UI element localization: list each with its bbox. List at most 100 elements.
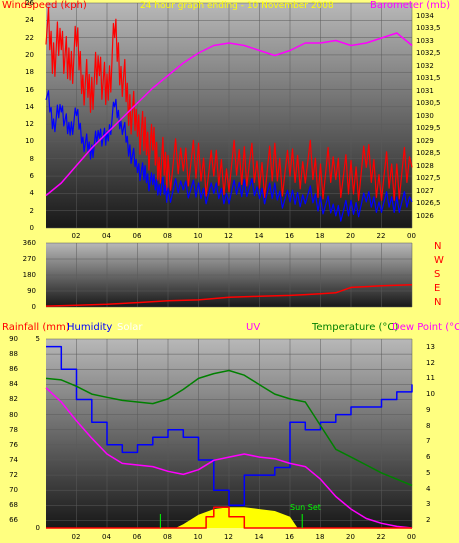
temperature-y-tick: 9 — [426, 405, 431, 414]
wind-x-tick: 12 — [224, 232, 233, 240]
barometer-y-tick: 1029,5 — [416, 124, 441, 132]
wind-x-tick: 02 — [71, 232, 81, 240]
temperature-y-tick: 13 — [426, 342, 435, 351]
rain-y-tick: 5 — [35, 335, 40, 343]
uv-legend-label: UV — [246, 322, 261, 333]
direction-y-tick: 270 — [22, 255, 36, 263]
wind-x-tick: 16 — [285, 232, 294, 240]
climate-x-tick: 14 — [254, 533, 264, 541]
humidity-y-tick: 88 — [9, 350, 18, 359]
wind-average-line — [45, 90, 413, 222]
barometer-y-tick: 1032 — [416, 61, 434, 70]
climate-x-tick: 08 — [163, 533, 172, 541]
wind-x-tick: 04 — [102, 232, 111, 240]
barometer-y-tick: 1033,5 — [416, 24, 441, 32]
humidity-y-tick: 86 — [9, 365, 18, 374]
barometer-y-tick: 1028 — [416, 161, 434, 170]
climate-x-tick: 12 — [224, 533, 233, 541]
humidity-y-tick: 90 — [9, 335, 18, 343]
wind-x-tick: 10 — [193, 232, 203, 240]
wind-y-tick: 6 — [29, 172, 34, 181]
barometer-y-tick: 1030,5 — [416, 99, 441, 107]
temperature-y-tick: 3 — [426, 500, 431, 509]
humidity-y-tick: 70 — [9, 486, 18, 495]
humidity-y-tick: 80 — [9, 410, 18, 419]
climate-x-tick: 06 — [132, 533, 142, 541]
barometer-axis-label: Barometer (mb) — [370, 0, 451, 11]
climate-x-tick: 00 — [407, 533, 416, 541]
temperature-y-tick: 8 — [426, 421, 431, 430]
wind-axis-label: Windspeed (kph) — [2, 0, 87, 11]
temperature-y-tick: 6 — [426, 453, 431, 462]
dew-point-line — [45, 387, 413, 529]
humidity-y-tick: 74 — [9, 455, 18, 464]
barometer-y-tick: 1033 — [416, 36, 434, 45]
wind-x-tick: 06 — [132, 232, 142, 240]
rain-y-tick: 0 — [35, 524, 40, 532]
temperature-axis-label: Temperature (°C) — [312, 322, 399, 333]
barometer-y-tick: 1026 — [416, 211, 434, 220]
climate-x-tick: 04 — [102, 533, 111, 541]
wind-y-tick: 0 — [29, 224, 34, 232]
dew-point-axis-label: Dew Point (°C) — [392, 322, 459, 333]
direction-y-tick: 360 — [22, 239, 36, 247]
wind-y-tick: 8 — [29, 154, 34, 163]
sunset-annotation: Sun Set — [290, 503, 321, 512]
barometer-line — [45, 32, 413, 197]
barometer-y-tick: 1034 — [416, 11, 434, 20]
wind-y-tick: 16 — [25, 85, 34, 94]
barometer-y-tick: 1031 — [416, 86, 434, 95]
wind-y-tick: 2 — [29, 206, 34, 215]
wind-y-tick: 20 — [25, 50, 34, 59]
wind-x-tick: 14 — [254, 232, 264, 240]
barometer-y-tick: 1027,5 — [416, 174, 441, 182]
humidity-y-tick: 72 — [9, 471, 18, 480]
climate-x-tick: 16 — [285, 533, 294, 541]
wind-y-tick: 10 — [25, 137, 34, 146]
wind-y-tick: 22 — [25, 33, 34, 42]
humidity-y-tick: 76 — [9, 440, 18, 449]
climate-x-tick: 20 — [346, 533, 355, 541]
climate-x-tick: 10 — [193, 533, 203, 541]
barometer-y-tick: 1029 — [416, 136, 434, 145]
humidity-y-tick: 66 — [9, 516, 18, 525]
climate-x-tick: 18 — [315, 533, 325, 541]
wind-direction-line — [45, 284, 413, 307]
chart-title: 24 hour graph ending - 10 November 2008 — [140, 1, 334, 11]
barometer-y-tick: 1026,5 — [416, 199, 441, 207]
wind-x-tick: 00 — [407, 232, 416, 240]
direction-y-tick: 90 — [27, 287, 36, 295]
solar-legend-label: Solar — [117, 322, 143, 333]
barometer-y-tick: 1027 — [416, 186, 434, 195]
temperature-y-tick: 11 — [426, 374, 435, 383]
temperature-y-tick: 12 — [426, 358, 435, 367]
direction-compass-label: N W S E N — [434, 241, 444, 308]
barometer-y-tick: 1030 — [416, 111, 434, 120]
humidity-axis-label: Humidity — [67, 322, 113, 333]
wind-y-tick: 14 — [25, 102, 34, 111]
humidity-y-tick: 78 — [9, 425, 18, 434]
temperature-y-tick: 5 — [426, 468, 431, 477]
wind-y-tick: 24 — [25, 16, 34, 25]
wind-x-tick: 20 — [346, 232, 355, 240]
rain-axis-label: Rainfall (mm) — [2, 322, 70, 333]
direction-y-tick: 180 — [22, 271, 36, 279]
barometer-y-tick: 1028,5 — [416, 149, 441, 157]
humidity-y-tick: 82 — [9, 395, 18, 404]
direction-y-tick: 0 — [31, 303, 36, 311]
barometer-y-tick: 1031,5 — [416, 74, 441, 82]
climate-x-tick: 22 — [376, 533, 386, 541]
wind-x-tick: 18 — [315, 232, 325, 240]
wind-y-tick: 4 — [29, 189, 34, 198]
rainfall-line — [46, 506, 412, 529]
wind-y-tick: 12 — [25, 120, 34, 129]
humidity-line — [46, 345, 413, 507]
temperature-y-tick: 2 — [426, 516, 431, 525]
wind-y-tick: 18 — [25, 68, 34, 77]
wind-x-tick: 22 — [376, 232, 386, 240]
temperature-y-tick: 4 — [426, 484, 431, 493]
humidity-y-tick: 84 — [9, 380, 18, 389]
wind-x-tick: 08 — [163, 232, 172, 240]
wind-y-tick: 26 — [25, 0, 34, 7]
